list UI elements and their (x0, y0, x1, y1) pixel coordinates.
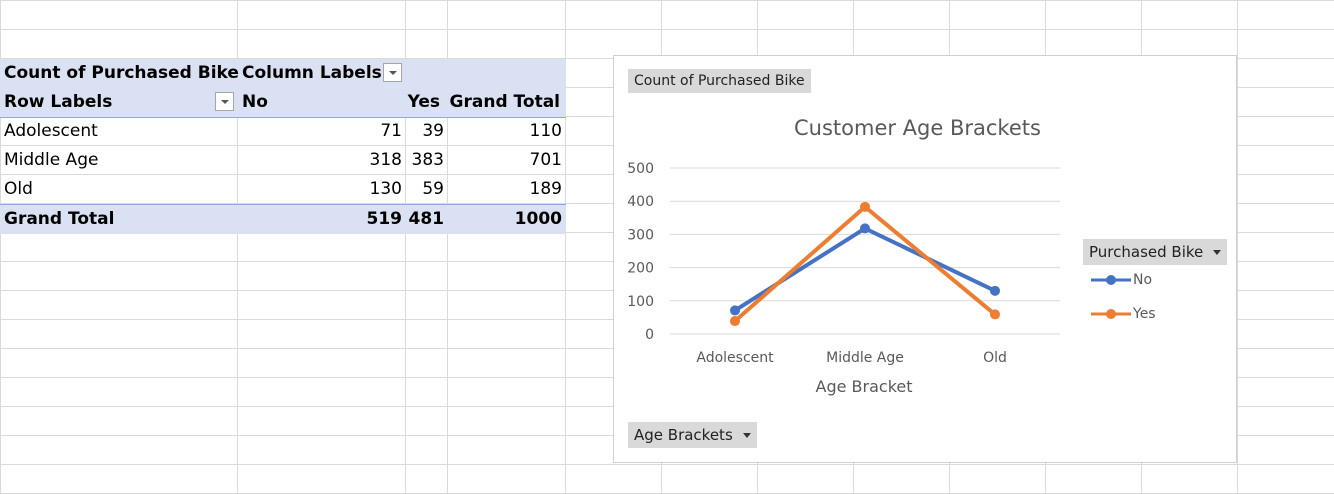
cell-yes[interactable]: 59 (422, 179, 444, 199)
chart-plot-area[interactable]: 0 100 200 300 400 500 Adolescent Middle Age Old… (614, 56, 1238, 464)
cell-no[interactable]: 318 (369, 150, 402, 170)
x-tick-label: Adolescent (696, 350, 774, 366)
value-field-button[interactable]: Count of Purchased Bike (628, 69, 811, 93)
row-label[interactable]: Old (4, 179, 33, 199)
data-point-no (860, 223, 870, 234)
column-divider (447, 0, 448, 494)
pivot-subheader-row[interactable]: Row Labels No Yes Grand Total (0, 88, 566, 118)
legend-line-marker-icon (1091, 309, 1131, 319)
column-labels-label[interactable]: Column Labels (242, 63, 382, 83)
row-label[interactable]: Adolescent (4, 121, 98, 141)
cell-no[interactable]: 130 (369, 179, 402, 199)
cell-yes[interactable]: 383 (411, 150, 444, 170)
legend-label: No (1133, 272, 1153, 288)
y-tick-label: 200 (627, 261, 654, 277)
grand-total-label[interactable]: Grand Total (4, 209, 115, 229)
y-tick-label: 400 (627, 194, 654, 210)
row-label[interactable]: Middle Age (4, 150, 99, 170)
value-field-label[interactable]: Count of Purchased Bike (4, 63, 239, 83)
data-point-no (990, 285, 1000, 296)
legend-line-marker-icon (1091, 275, 1131, 285)
cell-total[interactable]: 110 (529, 121, 562, 141)
column-divider (565, 0, 566, 494)
row-labels-label[interactable]: Row Labels (4, 92, 113, 112)
data-point-yes (730, 316, 740, 327)
legend-field-button[interactable]: Purchased Bike (1083, 239, 1228, 265)
grand-total-row[interactable]: Grand Total 519 481 1000 (0, 204, 566, 234)
column-divider (405, 0, 406, 494)
y-tick-label: 100 (627, 294, 654, 310)
x-axis-title: Age Bracket (816, 377, 913, 396)
data-point-no (730, 305, 740, 316)
legend-label: Yes (1133, 306, 1156, 322)
column-header-no[interactable]: No (242, 92, 268, 112)
y-tick-label: 300 (627, 227, 654, 243)
cell-total[interactable]: 701 (529, 150, 562, 170)
table-row[interactable]: Old 130 59 189 (0, 175, 566, 204)
column-divider (1237, 0, 1238, 494)
value-field-button-label: Count of Purchased Bike (634, 73, 805, 89)
data-point-yes (990, 309, 1000, 320)
legend-field-button-label: Purchased Bike (1089, 243, 1204, 261)
axis-field-button-label: Age Brackets (634, 426, 733, 444)
x-tick-label: Middle Age (826, 350, 904, 366)
column-labels-filter-dropdown[interactable] (383, 63, 402, 82)
data-point-yes (860, 201, 870, 212)
row-labels-filter-dropdown[interactable] (215, 92, 234, 111)
pivot-header-row[interactable]: Count of Purchased Bike Column Labels (0, 59, 566, 88)
legend-entry-no[interactable]: No (1089, 272, 1152, 288)
cell-no[interactable]: 71 (380, 121, 402, 141)
y-tick-label: 0 (645, 327, 654, 343)
chevron-down-icon (1213, 250, 1222, 255)
series-line-no (733, 226, 996, 313)
pivot-chart[interactable]: Count of Purchased Bike Customer Age Bra… (613, 55, 1237, 463)
y-tick-label: 500 (627, 161, 654, 177)
x-tick-label: Old (983, 350, 1007, 366)
table-row[interactable]: Middle Age 318 383 701 (0, 146, 566, 175)
column-divider (237, 0, 238, 494)
legend-entry-yes[interactable]: Yes (1089, 306, 1156, 322)
column-header-grand-total[interactable]: Grand Total (449, 92, 560, 112)
axis-field-button[interactable]: Age Brackets (628, 422, 757, 448)
grand-total-yes[interactable]: 481 (408, 209, 445, 229)
column-header-yes[interactable]: Yes (407, 92, 440, 112)
cell-total[interactable]: 189 (529, 179, 562, 199)
grand-total-no[interactable]: 519 (366, 209, 403, 229)
chevron-down-icon (742, 433, 751, 438)
cell-yes[interactable]: 39 (422, 121, 444, 141)
table-row[interactable]: Adolescent 71 39 110 (0, 117, 566, 146)
chart-title[interactable]: Customer Age Brackets (794, 116, 1041, 140)
grand-total-total[interactable]: 1000 (514, 209, 562, 229)
